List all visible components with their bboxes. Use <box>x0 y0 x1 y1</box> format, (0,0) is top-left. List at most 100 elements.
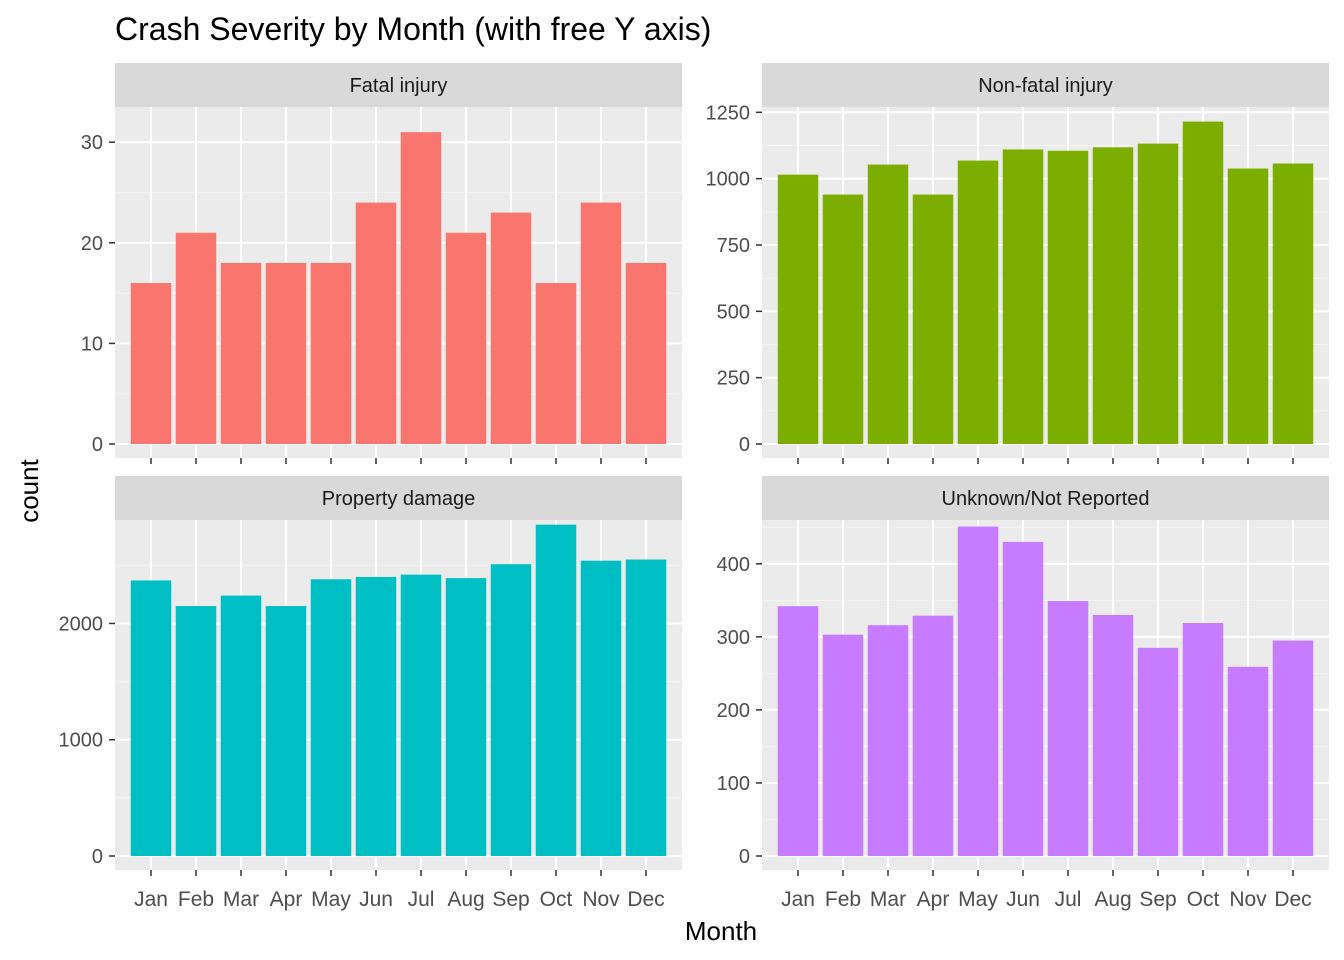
y-tick-label: 0 <box>92 846 103 868</box>
bar <box>355 576 397 856</box>
bar <box>1182 622 1224 856</box>
facet-panel: Unknown/Not Reported 0 100 200 300 400 Jan Feb M… <box>717 476 1329 911</box>
facet-panel: Property damage 0 1000 2000 Jan Feb Mar Apr May J… <box>59 476 682 911</box>
facet-strip <box>762 63 1329 107</box>
x-tick-label: Dec <box>627 888 664 911</box>
bar <box>220 262 262 444</box>
x-tick-label: Jun <box>1006 888 1040 911</box>
facet-strip <box>115 63 682 107</box>
bar <box>1137 647 1179 856</box>
bar <box>1137 143 1179 444</box>
bar <box>580 560 622 856</box>
x-tick-label: May <box>958 888 998 911</box>
y-tick-label: 1000 <box>59 730 104 752</box>
bar <box>445 232 487 444</box>
y-tick-label: 500 <box>717 301 750 323</box>
facet-panels: Fatal injury 0 10 20 30 Non-fatal injury 0 250 5… <box>59 63 1329 911</box>
x-tick-label: Jan <box>134 888 168 911</box>
x-tick-label: Apr <box>917 888 950 911</box>
x-tick-label: Mar <box>870 888 906 911</box>
bar <box>310 579 352 856</box>
x-tick-label: Aug <box>447 888 484 911</box>
bar <box>1092 147 1134 444</box>
y-tick-label: 2000 <box>59 613 104 635</box>
y-tick-label: 100 <box>717 773 750 795</box>
bar <box>400 574 442 856</box>
bar <box>1092 614 1134 856</box>
y-axis-title: count <box>14 458 44 522</box>
bar <box>400 132 442 445</box>
facet-strip-label: Non-fatal injury <box>978 75 1113 97</box>
facet-strip <box>115 476 682 520</box>
x-tick-label: Oct <box>1187 888 1220 911</box>
bar <box>1227 168 1269 445</box>
y-tick-label: 0 <box>739 434 750 456</box>
bar <box>490 212 532 444</box>
x-tick-label: Jul <box>408 888 435 911</box>
x-axis-title: Month <box>685 916 757 946</box>
bar <box>175 232 217 444</box>
x-tick-label: Apr <box>270 888 303 911</box>
y-tick-label: 250 <box>717 368 750 390</box>
facet-strip-label: Property damage <box>322 488 475 510</box>
bar <box>1272 640 1314 856</box>
x-tick-label: Jul <box>1055 888 1082 911</box>
bar <box>957 160 999 445</box>
bar <box>490 564 532 856</box>
bar <box>265 606 307 856</box>
bar <box>535 283 577 444</box>
bar <box>625 559 667 856</box>
bar <box>175 606 217 856</box>
bar <box>220 595 262 856</box>
y-tick-label: 30 <box>81 132 103 154</box>
bar <box>1047 601 1089 856</box>
bar <box>867 625 909 856</box>
bar <box>580 202 622 444</box>
y-tick-label: 20 <box>81 233 103 255</box>
facet-strip-label: Fatal injury <box>350 75 448 97</box>
bar <box>310 262 352 444</box>
bar <box>1182 121 1224 445</box>
chart-title: Crash Severity by Month (with free Y axi… <box>115 11 711 47</box>
y-tick-label: 1250 <box>706 102 751 124</box>
y-tick-label: 0 <box>739 846 750 868</box>
x-tick-label: Nov <box>1229 888 1267 911</box>
facet-panel: Fatal injury 0 10 20 30 <box>81 63 682 464</box>
x-tick-label: Sep <box>492 888 529 911</box>
bar <box>1002 149 1044 444</box>
x-tick-label: Aug <box>1094 888 1131 911</box>
bar <box>822 634 864 856</box>
y-tick-label: 300 <box>717 627 750 649</box>
x-tick-label: May <box>311 888 351 911</box>
facet-strip <box>762 476 1329 520</box>
bar <box>130 580 172 856</box>
y-tick-label: 200 <box>717 700 750 722</box>
y-tick-label: 0 <box>92 434 103 456</box>
x-tick-label: Nov <box>582 888 620 911</box>
bar <box>1047 150 1089 445</box>
facet-panel: Non-fatal injury 0 250 500 750 1000 1250 <box>706 63 1329 464</box>
x-tick-label: Sep <box>1139 888 1176 911</box>
bar <box>535 524 577 856</box>
x-tick-label: Feb <box>825 888 861 911</box>
bar <box>957 526 999 856</box>
bar <box>355 202 397 444</box>
y-tick-label: 400 <box>717 554 750 576</box>
bar <box>625 262 667 444</box>
y-tick-label: 750 <box>717 235 750 257</box>
x-tick-label: Feb <box>178 888 214 911</box>
x-tick-label: Jun <box>359 888 393 911</box>
bar <box>822 194 864 444</box>
x-tick-label: Dec <box>1274 888 1311 911</box>
bar <box>912 194 954 444</box>
bar <box>445 578 487 856</box>
facet-strip-label: Unknown/Not Reported <box>942 488 1150 510</box>
y-tick-label: 1000 <box>706 169 751 191</box>
bar <box>130 283 172 444</box>
x-tick-label: Oct <box>540 888 573 911</box>
x-tick-label: Mar <box>223 888 259 911</box>
bar <box>1227 666 1269 856</box>
bar <box>1272 163 1314 444</box>
bar <box>265 262 307 444</box>
